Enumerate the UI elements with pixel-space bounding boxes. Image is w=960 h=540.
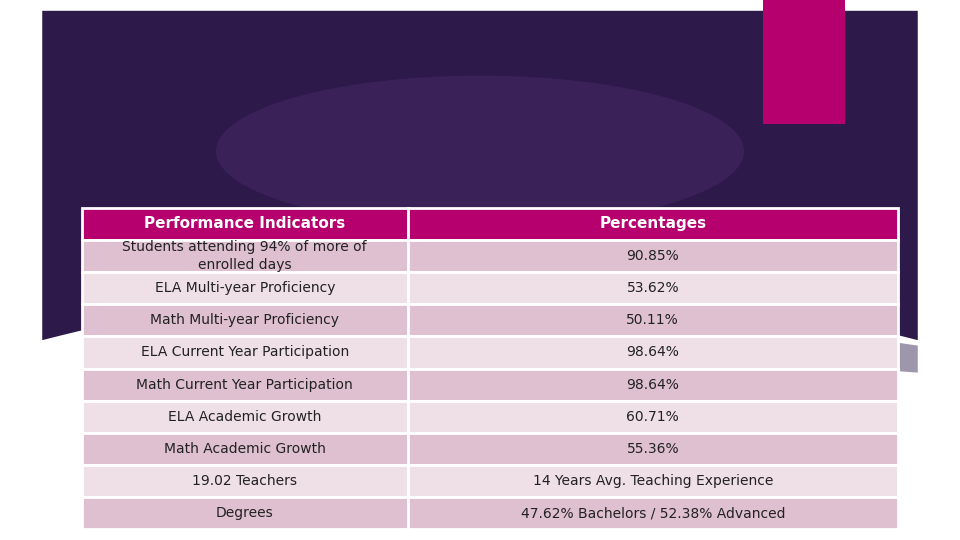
Text: ELA Current Year Participation: ELA Current Year Participation — [141, 346, 348, 360]
Ellipse shape — [216, 76, 744, 227]
Text: 19.02 Teachers: 19.02 Teachers — [192, 474, 298, 488]
Bar — [408, 304, 898, 336]
Bar — [82, 433, 408, 465]
Bar — [408, 368, 898, 401]
Text: Math Academic Growth: Math Academic Growth — [164, 442, 325, 456]
Bar — [763, 0, 845, 124]
Bar — [82, 336, 408, 368]
Text: Math Current Year Participation: Math Current Year Participation — [136, 377, 353, 392]
Text: ELA Academic Growth: ELA Academic Growth — [168, 410, 322, 424]
Bar — [82, 465, 408, 497]
Bar — [408, 465, 898, 497]
Bar — [82, 272, 408, 304]
Text: Students attending 94% of more of
enrolled days: Students attending 94% of more of enroll… — [123, 240, 367, 272]
Text: Math Multi-year Proficiency: Math Multi-year Proficiency — [151, 313, 339, 327]
Text: 47.62% Bachelors / 52.38% Advanced: 47.62% Bachelors / 52.38% Advanced — [520, 506, 785, 520]
Text: 98.64%: 98.64% — [626, 377, 680, 392]
Text: 53.62%: 53.62% — [627, 281, 679, 295]
Bar — [82, 208, 408, 240]
Bar — [408, 208, 898, 240]
Text: ELA Multi-year Proficiency: ELA Multi-year Proficiency — [155, 281, 335, 295]
Bar — [82, 497, 408, 529]
Text: 50.11%: 50.11% — [627, 313, 679, 327]
Bar — [82, 240, 408, 272]
Bar — [408, 401, 898, 433]
Bar — [408, 433, 898, 465]
Bar — [408, 272, 898, 304]
Bar — [408, 336, 898, 368]
Text: 55.36%: 55.36% — [627, 442, 679, 456]
Bar — [82, 401, 408, 433]
Polygon shape — [691, 292, 918, 373]
Polygon shape — [42, 11, 918, 340]
Text: Degrees: Degrees — [216, 506, 274, 520]
Text: 98.64%: 98.64% — [626, 346, 680, 360]
Text: Performance Indicators: Performance Indicators — [144, 217, 346, 232]
Bar — [408, 497, 898, 529]
Bar — [408, 240, 898, 272]
Text: 14 Years Avg. Teaching Experience: 14 Years Avg. Teaching Experience — [533, 474, 773, 488]
Text: 60.71%: 60.71% — [627, 410, 679, 424]
Bar — [82, 368, 408, 401]
Text: 90.85%: 90.85% — [627, 249, 679, 263]
Bar — [82, 304, 408, 336]
Text: Percentages: Percentages — [599, 217, 707, 232]
